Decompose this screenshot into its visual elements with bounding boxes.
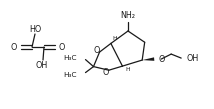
Polygon shape [142,57,154,61]
Text: O: O [11,43,17,51]
Text: H₃C: H₃C [63,72,76,78]
Text: NH₂: NH₂ [120,12,135,20]
Text: HO: HO [29,25,41,33]
Text: OH: OH [186,54,198,63]
Text: O: O [158,55,165,64]
Text: H: H [113,36,117,41]
Text: O: O [93,46,100,55]
Text: H₃C: H₃C [63,55,76,61]
Text: O: O [59,43,65,51]
Text: O: O [103,68,109,77]
Text: OH: OH [36,60,48,70]
Text: H: H [125,67,130,72]
